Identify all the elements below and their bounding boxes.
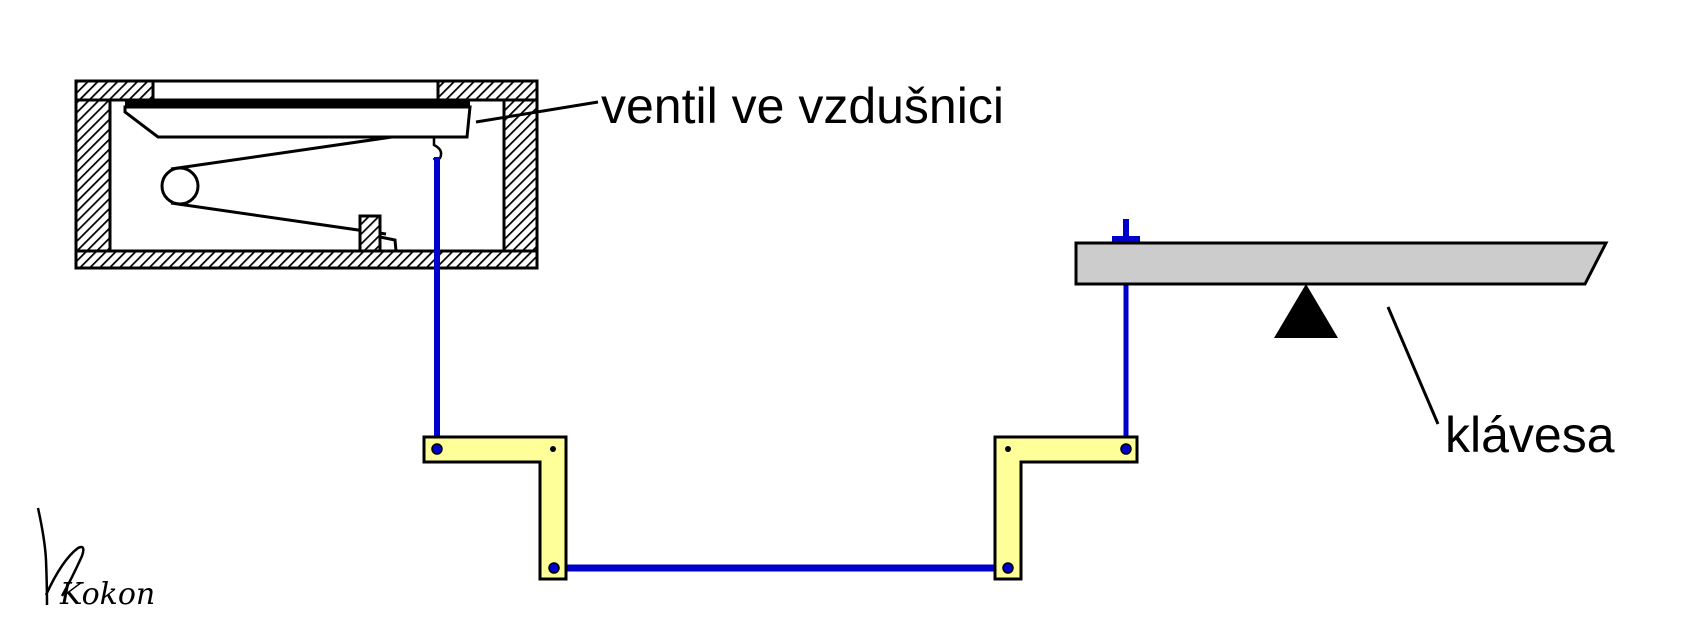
author-signature: Kokon	[36, 507, 155, 612]
key-assembly	[1074, 241, 1609, 338]
right-square-joint-top	[1120, 443, 1132, 455]
right-square-body	[993, 435, 1139, 581]
spring-anchor-foot	[379, 235, 398, 252]
pallet-body	[123, 105, 472, 139]
valve-leader-line	[475, 100, 599, 124]
spring-anchor-block	[358, 214, 382, 253]
left-square	[422, 435, 568, 581]
windchest-opening	[151, 79, 440, 102]
windchest-bottom-wall	[74, 249, 539, 270]
pallet-spring-lower-arm	[170, 201, 387, 236]
windchest-left-wall	[74, 98, 112, 253]
pallet-spring-upper-arm	[170, 135, 393, 171]
windchest	[74, 79, 539, 270]
pull-down-hook	[432, 137, 443, 162]
windchest-top-wall-right	[436, 79, 539, 102]
windchest-right-wall	[502, 98, 539, 253]
right-square	[993, 435, 1139, 581]
left-square-joint-bottom	[548, 562, 560, 574]
key-fulcrum	[1274, 284, 1338, 338]
pallet-bar	[125, 99, 470, 107]
key-body	[1074, 241, 1609, 286]
tracker-rods	[434, 157, 1140, 572]
pallet-spring-coil	[160, 166, 200, 206]
right-square-joint-bottom	[1002, 562, 1014, 574]
signature-text: Kokon	[59, 577, 155, 612]
key-leader-line	[1386, 306, 1440, 425]
left-square-pivot	[550, 446, 556, 452]
left-square-body	[422, 435, 568, 581]
left-square-joint-top	[431, 443, 443, 455]
key-label: klávesa	[1445, 407, 1615, 463]
windchest-top-wall-left	[74, 79, 155, 102]
signature-flourish	[36, 507, 85, 606]
valve-label: ventil ve vzdušnici	[601, 78, 1004, 134]
right-square-pivot	[1005, 446, 1011, 452]
